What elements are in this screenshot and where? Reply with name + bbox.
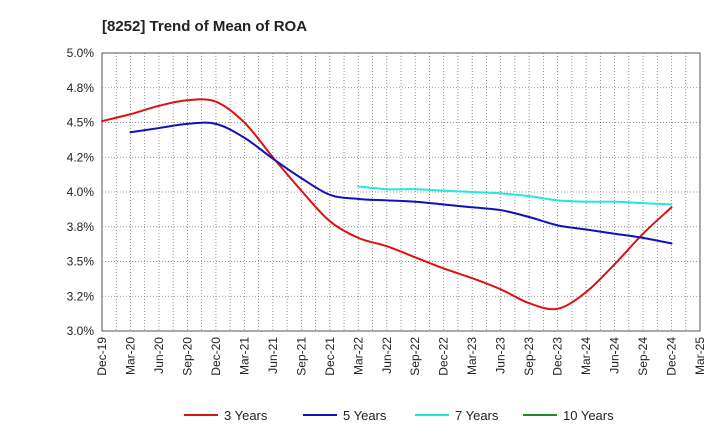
x-tick-label: Mar-24 xyxy=(579,337,593,375)
series-lines xyxy=(101,98,673,311)
x-tick-label: Mar-20 xyxy=(123,337,137,375)
y-tick-label: 3.8% xyxy=(67,220,95,234)
x-tick-label: Dec-19 xyxy=(95,337,109,376)
x-tick-label: Mar-25 xyxy=(693,337,707,375)
y-tick-label: 5.0% xyxy=(67,46,95,60)
x-tick-label: Jun-24 xyxy=(608,337,622,374)
chart-title: [8252] Trend of Mean of ROA xyxy=(102,18,307,35)
x-tick-label: Mar-23 xyxy=(465,337,479,375)
grid xyxy=(101,52,701,332)
x-tick-label: Dec-20 xyxy=(209,337,223,376)
series-line-3-years xyxy=(101,98,673,311)
legend-label: 5 Years xyxy=(343,408,387,423)
x-tick-label: Sep-23 xyxy=(522,337,536,376)
x-tick-label: Dec-24 xyxy=(665,337,679,376)
x-tick-label: Jun-20 xyxy=(152,337,166,374)
x-tick-label: Jun-23 xyxy=(494,337,508,374)
y-tick-label: 4.0% xyxy=(67,185,95,199)
series-line-7-years xyxy=(357,185,673,206)
y-tick-label: 4.5% xyxy=(67,116,95,130)
x-tick-label: Mar-22 xyxy=(351,337,365,375)
x-tick-label: Sep-21 xyxy=(294,337,308,376)
x-tick-label: Sep-22 xyxy=(408,337,422,376)
x-tick-label: Jun-21 xyxy=(266,337,280,374)
y-tick-label: 4.2% xyxy=(67,150,95,164)
legend-label: 3 Years xyxy=(224,408,268,423)
x-tick-label: Dec-23 xyxy=(551,337,565,376)
y-tick-label: 3.0% xyxy=(67,324,95,338)
y-tick-label: 4.8% xyxy=(67,81,95,95)
y-tick-label: 3.2% xyxy=(67,289,95,303)
legend: 3 Years 5 Years 7 Years 10 Years xyxy=(184,408,614,423)
x-tick-label: Sep-24 xyxy=(636,337,650,376)
y-tick-label: 3.5% xyxy=(67,255,95,269)
x-tick-label: Dec-21 xyxy=(323,337,337,376)
legend-label: 7 Years xyxy=(455,408,499,423)
y-axis: 3.0% 3.2% 3.5% 3.8% 4.0% 4.2% 4.5% 4.8% 5.0% xyxy=(67,46,95,338)
x-tick-label: Mar-21 xyxy=(237,337,251,375)
x-tick-label: Jun-22 xyxy=(380,337,394,374)
x-tick-label: Sep-20 xyxy=(180,337,194,376)
x-tick-label: Dec-22 xyxy=(437,337,451,376)
legend-label: 10 Years xyxy=(563,408,614,423)
series-line-5-years xyxy=(129,121,673,245)
x-axis: Dec-19 Mar-20 Jun-20 Sep-20 Dec-20 Mar-21 Jun-… xyxy=(95,337,707,376)
plot-frame xyxy=(101,52,701,332)
